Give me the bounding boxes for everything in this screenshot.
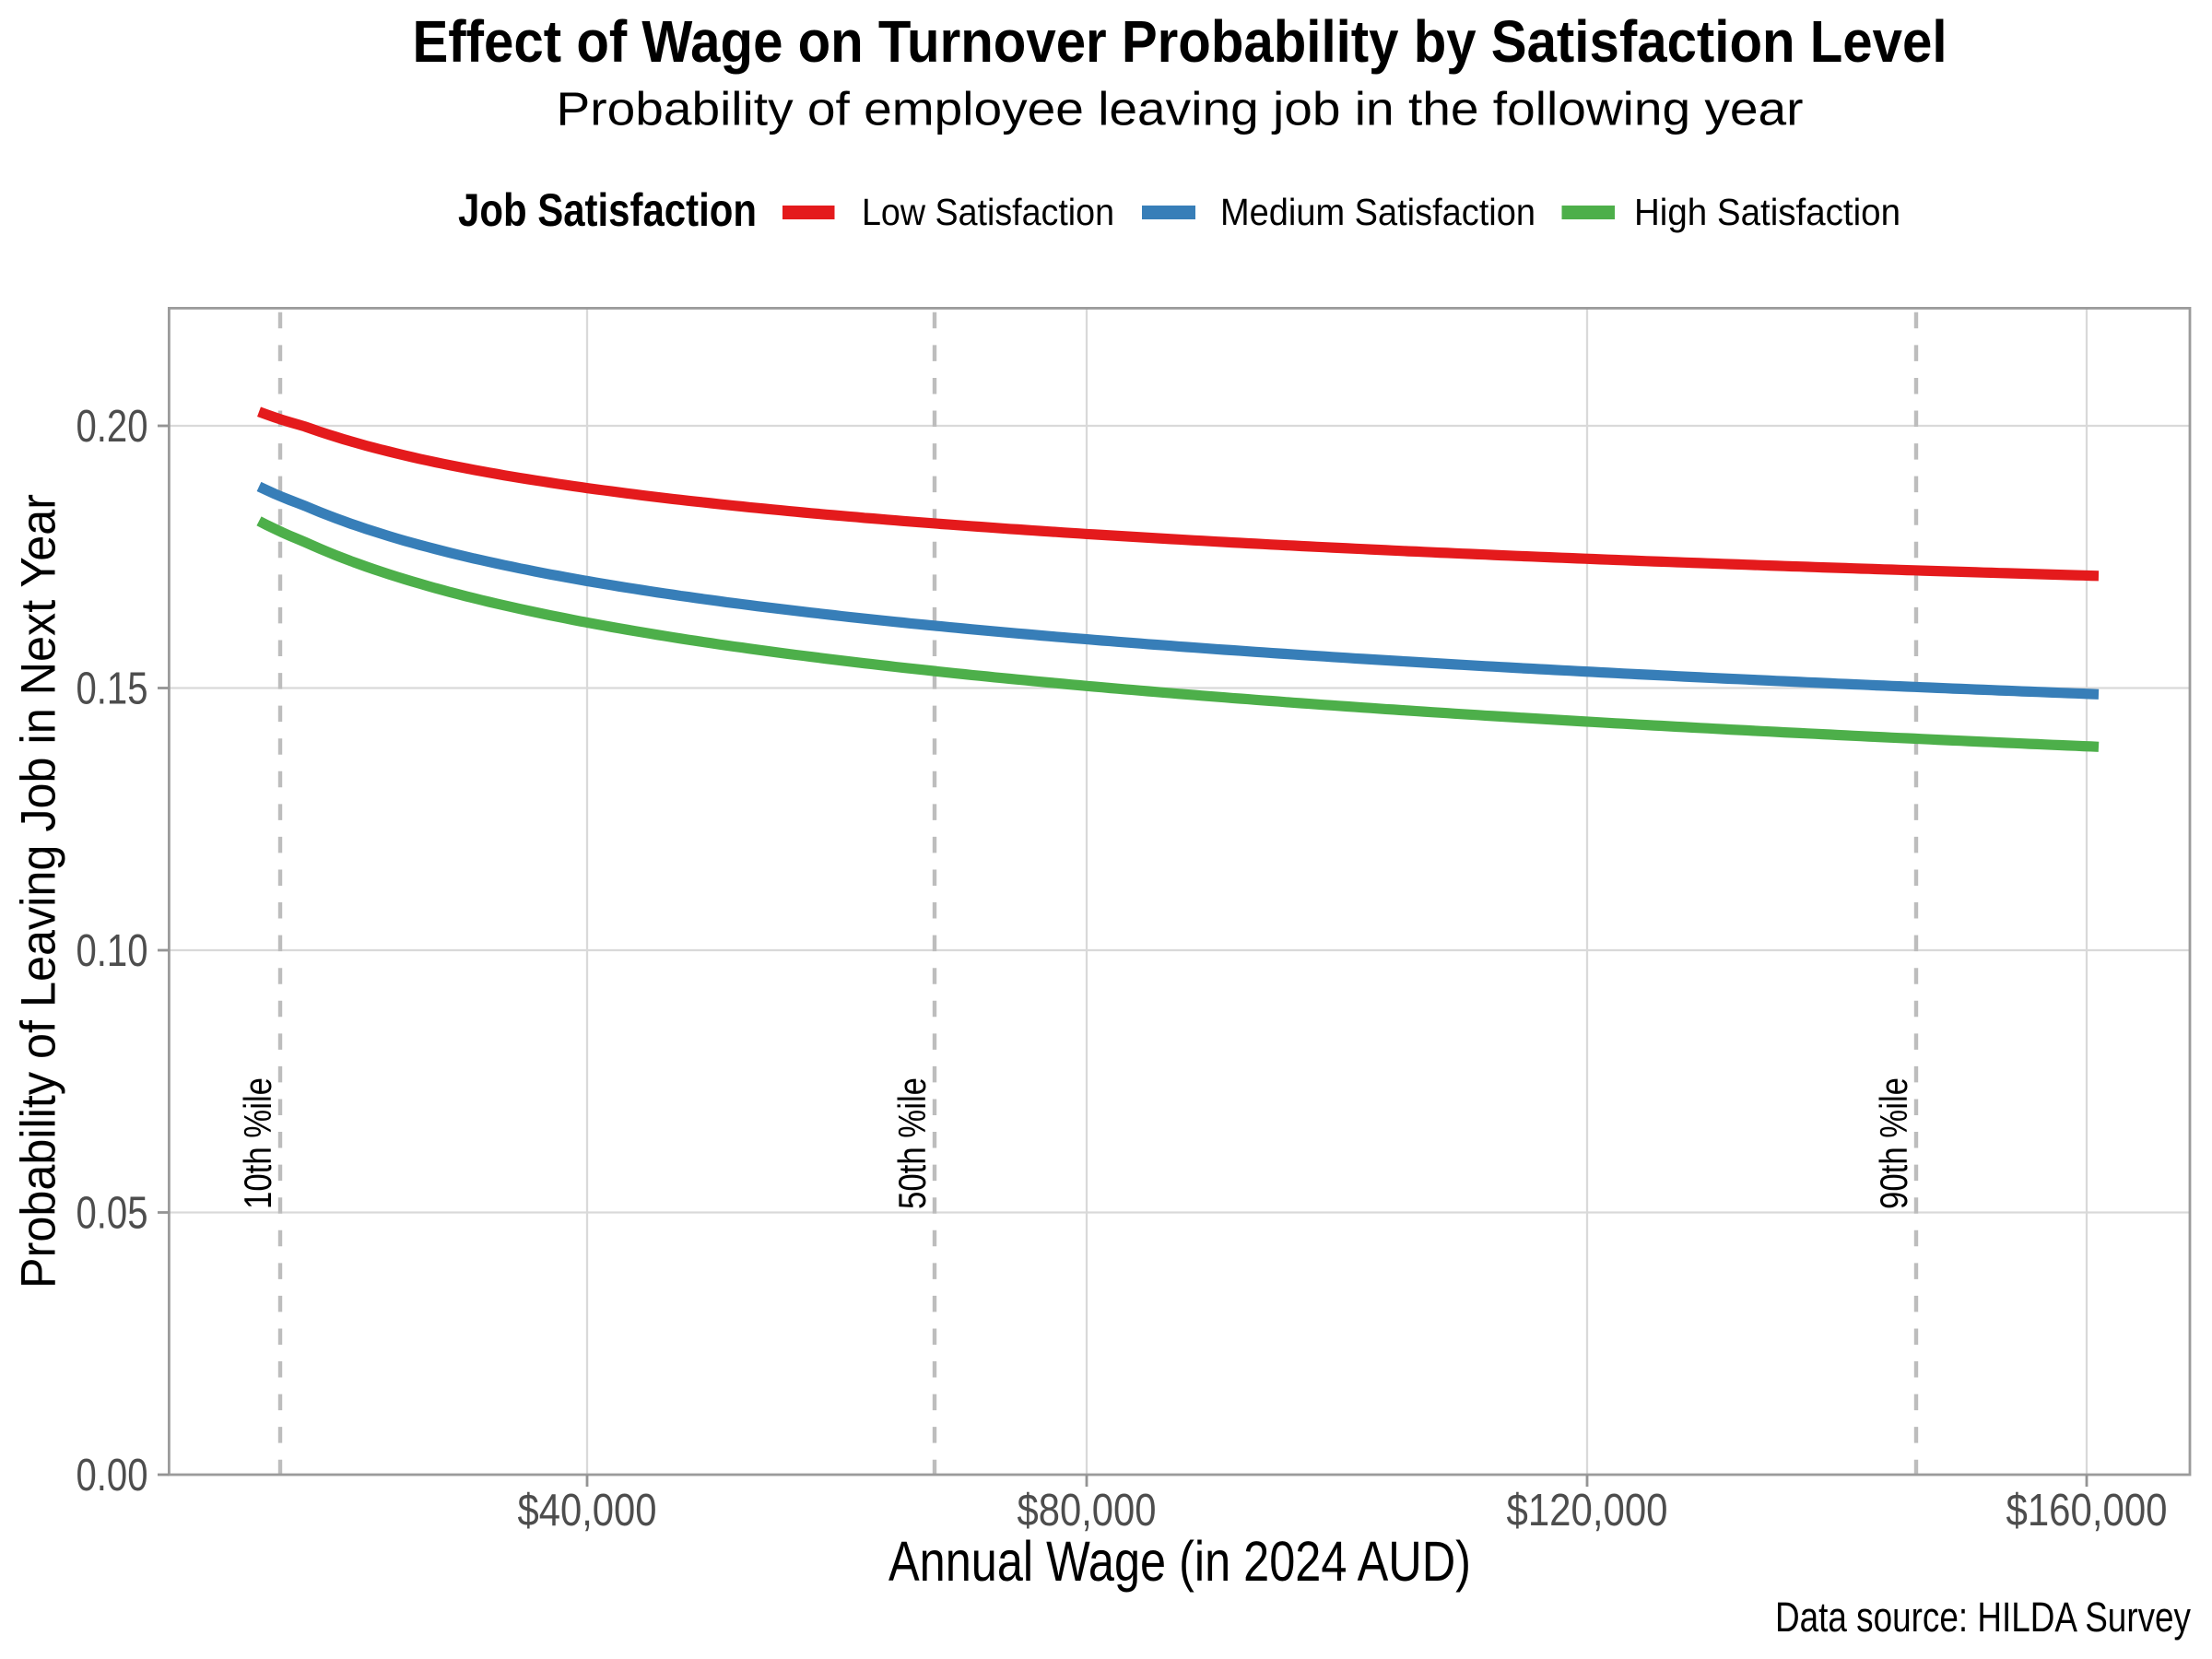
svg-text:0.15: 0.15 <box>76 665 148 714</box>
svg-text:90th %ile: 90th %ile <box>1872 1077 1915 1209</box>
svg-text:Job Satisfaction: Job Satisfaction <box>458 184 757 236</box>
svg-text:$40,000: $40,000 <box>518 1486 657 1535</box>
svg-text:Probability of employee leavin: Probability of employee leaving job in t… <box>557 83 1804 135</box>
svg-text:0.05: 0.05 <box>76 1189 148 1239</box>
svg-text:$160,000: $160,000 <box>2006 1486 2168 1535</box>
svg-text:0.00: 0.00 <box>76 1451 148 1500</box>
svg-text:0.20: 0.20 <box>76 402 148 452</box>
svg-text:Probability of Leaving Job in: Probability of Leaving Job in Next Year <box>12 494 66 1288</box>
svg-text:High Satisfaction: High Satisfaction <box>1634 191 1900 233</box>
svg-text:10th %ile: 10th %ile <box>236 1077 279 1209</box>
svg-text:0.10: 0.10 <box>76 926 148 976</box>
svg-text:Annual Wage (in 2024 AUD): Annual Wage (in 2024 AUD) <box>888 1530 1471 1593</box>
svg-text:$120,000: $120,000 <box>1507 1486 1668 1535</box>
svg-text:Effect of Wage on Turnover Pro: Effect of Wage on Turnover Probability b… <box>413 8 1947 75</box>
svg-text:$80,000: $80,000 <box>1018 1486 1157 1535</box>
svg-text:50th %ile: 50th %ile <box>890 1077 934 1209</box>
svg-text:Low Satisfaction: Low Satisfaction <box>862 191 1114 233</box>
svg-text:Medium Satisfaction: Medium Satisfaction <box>1220 191 1535 233</box>
svg-text:Data source: HILDA Survey: Data source: HILDA Survey <box>1775 1594 2191 1641</box>
